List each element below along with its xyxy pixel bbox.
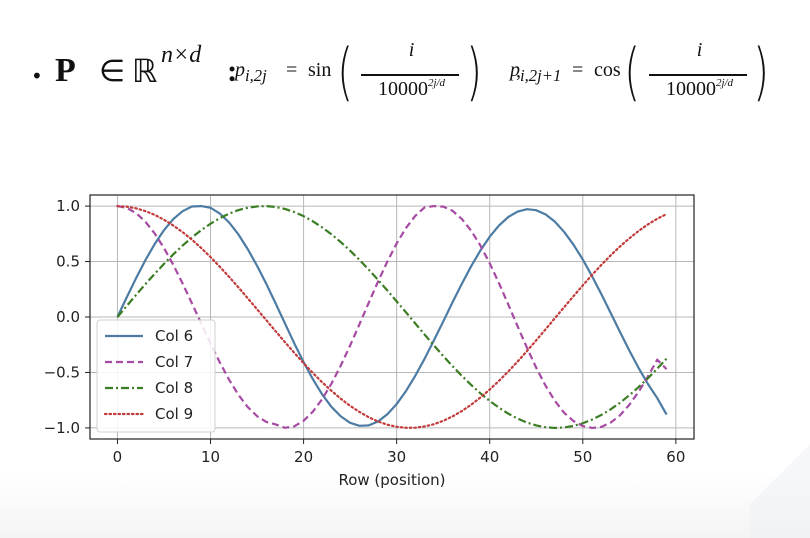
y-tick-label: 0.5 bbox=[56, 253, 80, 271]
series-line-col-9 bbox=[116, 204, 668, 429]
odd-denominator-base: 10000 bbox=[665, 78, 716, 100]
legend-label: Col 7 bbox=[155, 353, 193, 371]
even-denominator-exponent: 2j/d bbox=[427, 77, 446, 89]
y-tick-label: −0.5 bbox=[44, 363, 80, 381]
even-right-paren: ) bbox=[466, 35, 482, 108]
even-function: sin bbox=[308, 59, 332, 81]
formula-colon: : bbox=[227, 53, 238, 88]
odd-denominator: 100002j/d bbox=[647, 77, 752, 101]
legend-label: Col 9 bbox=[155, 405, 193, 423]
series-line-col-8 bbox=[116, 204, 668, 430]
legend-label: Col 6 bbox=[155, 327, 193, 345]
even-lhs-symbol: p bbox=[235, 59, 245, 81]
x-tick-label: 50 bbox=[573, 448, 592, 466]
odd-numerator: i bbox=[696, 39, 703, 61]
series-line-col-6 bbox=[116, 204, 668, 427]
odd-fraction: i 100002j/d bbox=[647, 39, 752, 109]
odd-left-paren: ( bbox=[624, 35, 640, 108]
x-tick-label: 60 bbox=[666, 448, 685, 466]
x-tick-label: 0 bbox=[113, 448, 123, 466]
axis-layer: 0 10 20 30 40 50 60 −1.0 −0.5 0.0 0.5 1.0 Row (posit… bbox=[44, 197, 686, 489]
even-denominator-base: 10000 bbox=[377, 78, 428, 100]
even-lhs: pi,2j bbox=[235, 59, 267, 86]
even-left-paren: ( bbox=[337, 35, 353, 108]
line-chart: 0 10 20 30 40 50 60 −1.0 −0.5 0.0 0.5 1.0 Row (posit… bbox=[44, 194, 695, 489]
corner-decoration bbox=[750, 416, 810, 538]
odd-denominator-exponent: 2j/d bbox=[715, 77, 734, 89]
x-tick-label: 40 bbox=[480, 448, 499, 466]
odd-lhs: pi,2j+1 bbox=[510, 59, 561, 86]
matrix-symbol: P bbox=[55, 52, 76, 89]
element-of-symbol: ∈ bbox=[99, 54, 126, 89]
bullet: • bbox=[31, 64, 43, 88]
odd-function: cos bbox=[594, 59, 621, 81]
even-numerator: i bbox=[408, 39, 415, 61]
y-tick-label: −1.0 bbox=[44, 419, 80, 437]
dimensions-exponent: n×d bbox=[161, 42, 202, 68]
x-tick-label: 20 bbox=[294, 448, 313, 466]
formula-line: • P ∈ ℝ n×d : pi,2j = sin ( i 100002j/d … bbox=[24, 34, 794, 110]
x-axis-label: Row (position) bbox=[338, 471, 445, 489]
even-equals: = bbox=[286, 59, 298, 81]
even-lhs-subscript: i,2j bbox=[245, 66, 267, 85]
formula-comma: , bbox=[516, 60, 521, 82]
even-fraction: i 100002j/d bbox=[359, 39, 464, 109]
even-denominator: 100002j/d bbox=[359, 77, 464, 101]
x-tick-label: 30 bbox=[387, 448, 406, 466]
chart-container: 0 10 20 30 40 50 60 −1.0 −0.5 0.0 0.5 1.0 Row (posit… bbox=[0, 180, 720, 500]
y-tick-label: 1.0 bbox=[56, 197, 80, 215]
odd-lhs-symbol: p bbox=[510, 59, 520, 81]
odd-right-paren: ) bbox=[753, 35, 769, 108]
x-tick-label: 10 bbox=[201, 448, 220, 466]
grid-layer bbox=[90, 195, 694, 439]
odd-equals: = bbox=[572, 59, 584, 81]
legend-box bbox=[96, 319, 216, 433]
legend-label: Col 8 bbox=[155, 379, 193, 397]
real-set-symbol: ℝ bbox=[132, 52, 157, 90]
odd-fraction-line bbox=[649, 74, 747, 76]
y-tick-label: 0.0 bbox=[56, 308, 80, 326]
legend: Col 6 Col 7 Col 8 Col 9 bbox=[96, 319, 216, 433]
odd-lhs-subscript: i,2j+1 bbox=[520, 66, 562, 85]
even-fraction-line bbox=[361, 74, 459, 76]
